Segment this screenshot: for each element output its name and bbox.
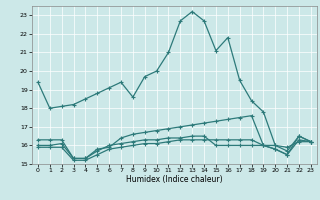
- X-axis label: Humidex (Indice chaleur): Humidex (Indice chaleur): [126, 175, 223, 184]
